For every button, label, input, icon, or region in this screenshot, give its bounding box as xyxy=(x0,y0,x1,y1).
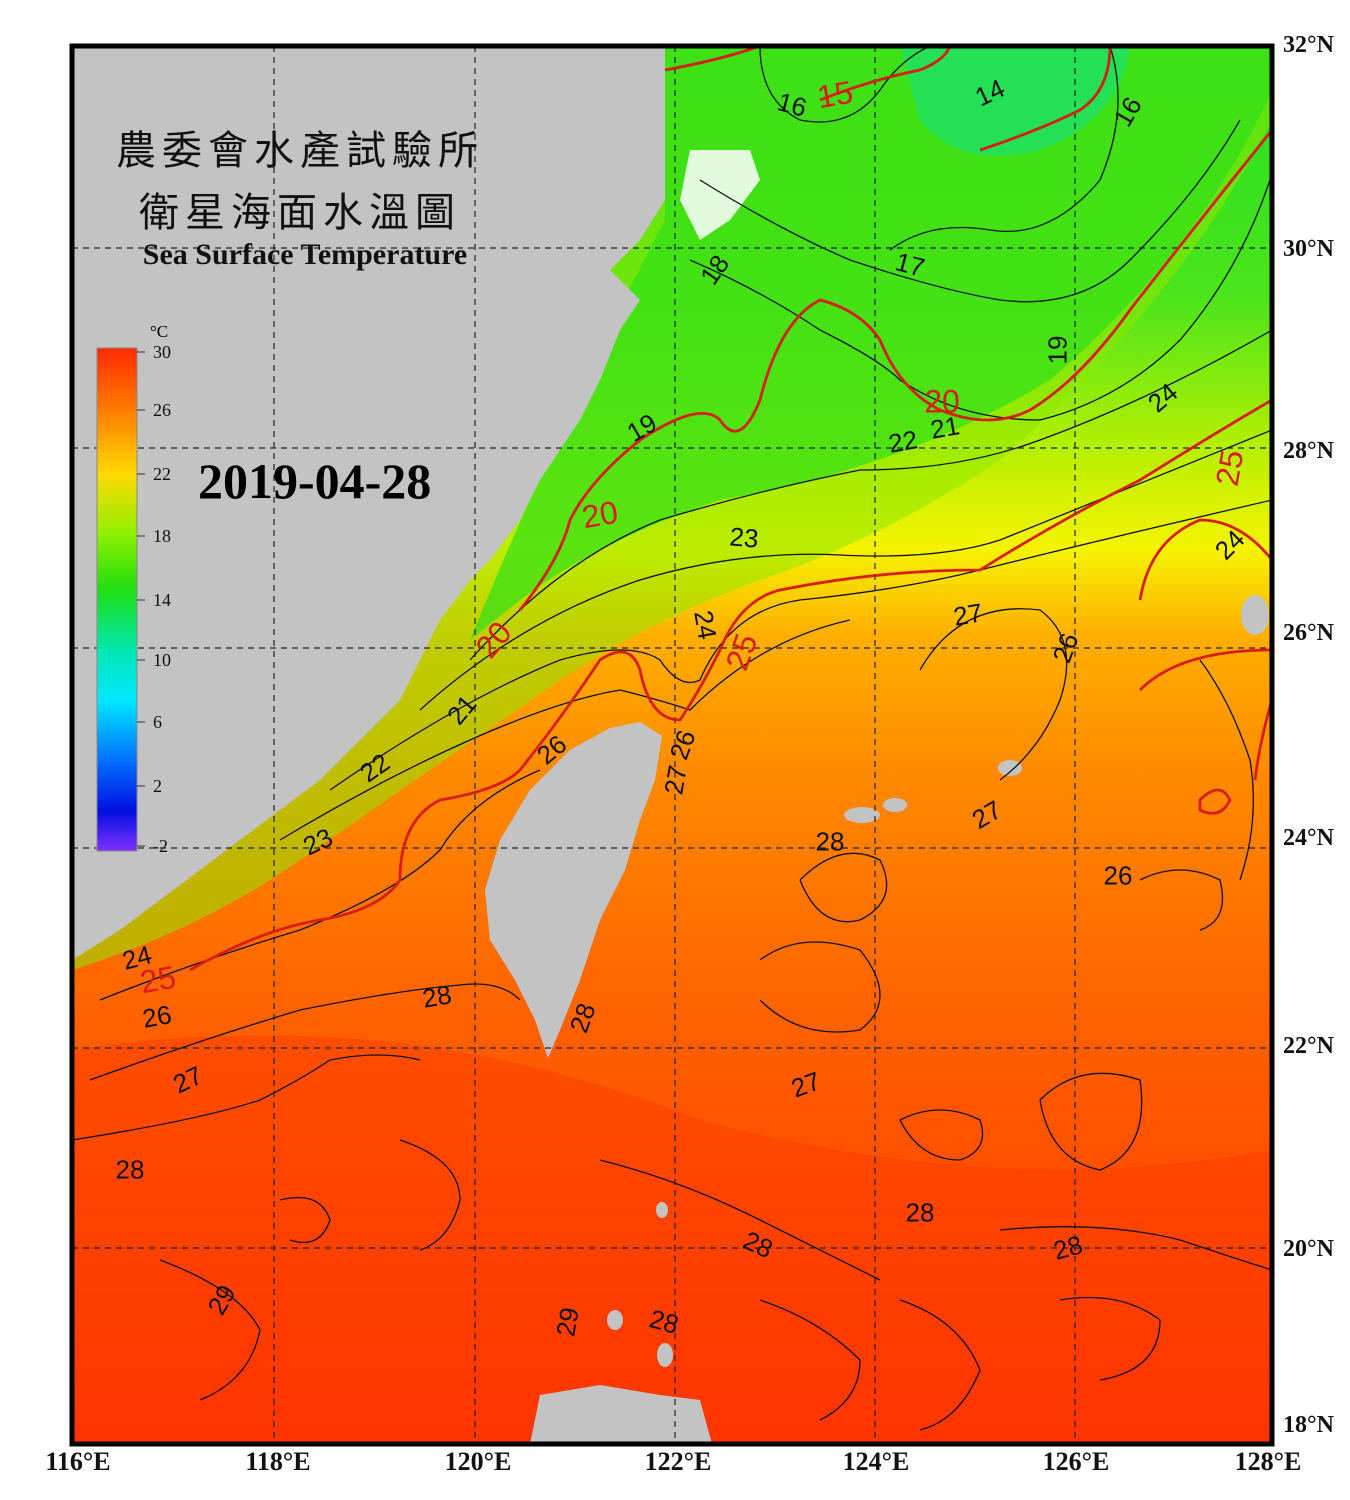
taiwan-island xyxy=(485,722,662,1058)
island xyxy=(657,1343,673,1367)
lat-label: 26°N xyxy=(1283,620,1334,646)
colorbar-tick: 6 xyxy=(153,712,162,732)
graticule xyxy=(72,46,1272,1444)
colorbar-tick: 14 xyxy=(153,590,171,610)
lat-label: 22°N xyxy=(1283,1033,1334,1059)
contour-label: 26 xyxy=(1103,860,1133,891)
luzon-island xyxy=(530,1385,712,1444)
isotherms-black xyxy=(72,46,1272,1431)
lon-label: 128°E xyxy=(1234,1447,1302,1476)
island xyxy=(1241,595,1269,635)
island xyxy=(844,807,880,823)
colorbar-tick: 22 xyxy=(153,464,171,484)
contour-label: 29 xyxy=(550,1305,585,1339)
contour-label: 28 xyxy=(905,1197,935,1228)
lat-label: 28°N xyxy=(1283,438,1334,464)
colorbar-tick: 26 xyxy=(153,400,171,420)
contour-label: 21 xyxy=(928,410,962,445)
lon-label: 124°E xyxy=(842,1447,910,1476)
title-english: Sea Surface Temperature xyxy=(142,238,468,271)
colorbar-tick: 18 xyxy=(153,526,171,546)
colorbar-unit: °C xyxy=(150,322,169,341)
title-chinese-line2: 衛星海面水溫圖 xyxy=(139,190,461,236)
lat-label: 32°N xyxy=(1283,32,1334,58)
contour-label: 24 xyxy=(688,608,723,642)
lon-label: 118°E xyxy=(245,1447,311,1476)
contour-label: 22 xyxy=(886,424,920,459)
warm-water-zone xyxy=(72,1035,1272,1444)
lat-label: 30°N xyxy=(1283,236,1334,262)
coldest-patch xyxy=(900,46,1130,156)
lat-label: 20°N xyxy=(1283,1236,1334,1262)
colorbar-ticks xyxy=(137,351,145,847)
colorbar-tick: 30 xyxy=(153,342,171,362)
contour-label: 26 xyxy=(140,999,174,1034)
lon-label: 120°E xyxy=(444,1447,512,1476)
contour-label: 28 xyxy=(115,1154,145,1185)
colorbar xyxy=(96,347,138,852)
china-mainland xyxy=(72,46,665,960)
colorbar-tick: -2 xyxy=(153,836,168,856)
cloud-mask xyxy=(680,150,760,240)
map-frame xyxy=(69,43,1275,1447)
isotherms-red xyxy=(189,46,1272,972)
lon-label: 122°E xyxy=(644,1447,712,1476)
lat-label: 24°N xyxy=(1283,825,1334,851)
lon-label: 126°E xyxy=(1042,1447,1110,1476)
contour-label: 27 xyxy=(658,763,693,797)
lon-label: 116°E xyxy=(45,1447,111,1476)
title-chinese-line1: 農委會水產試驗所 xyxy=(116,128,484,174)
colorbar-tick: 10 xyxy=(153,650,171,670)
contour-label: 15 xyxy=(814,73,856,116)
contour-label: 19 xyxy=(1042,335,1073,365)
island xyxy=(883,798,907,812)
island xyxy=(998,760,1022,776)
contour-label: 28 xyxy=(815,826,845,857)
cold-water-zone xyxy=(470,46,1272,640)
island xyxy=(607,1310,623,1330)
map-date: 2019-04-28 xyxy=(198,453,432,509)
contour-label: 28 xyxy=(420,979,454,1014)
island xyxy=(656,1202,668,1218)
contour-label: 25 xyxy=(1208,447,1251,489)
contour-label: 23 xyxy=(728,521,760,554)
contour-label: 20 xyxy=(579,493,621,536)
colorbar-tick: 2 xyxy=(153,776,162,796)
lat-label: 18°N xyxy=(1283,1412,1334,1438)
contour-label: 25 xyxy=(137,958,179,1001)
contour-label: 27 xyxy=(951,597,985,632)
contour-label: 20 xyxy=(924,383,960,420)
